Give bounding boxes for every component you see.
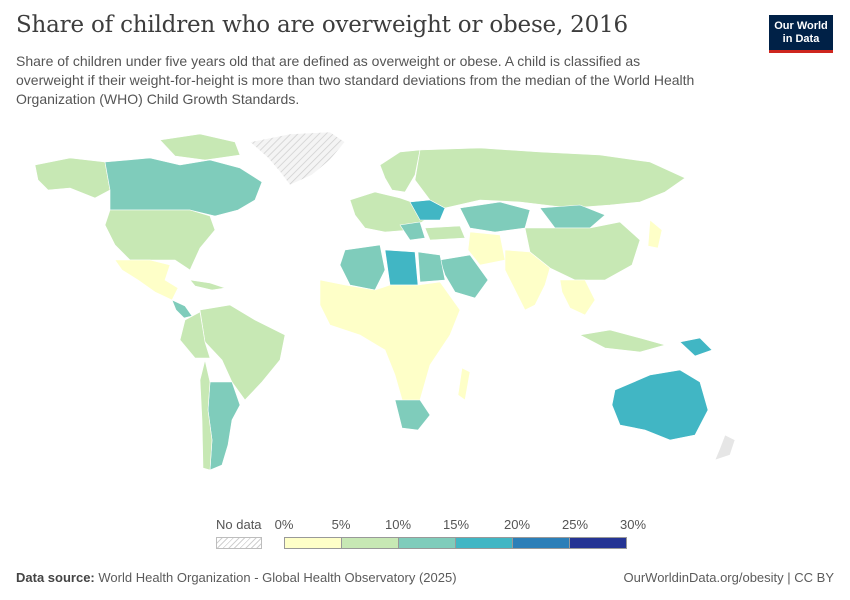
southern-africa-region[interactable] [394, 399, 431, 431]
new-zealand-region[interactable] [714, 434, 736, 461]
greenland-region[interactable] [249, 131, 346, 186]
owid-logo[interactable]: Our World in Data [769, 15, 833, 53]
logo-line-1: Our World [774, 20, 828, 32]
india-region[interactable] [504, 249, 551, 311]
brazil-region[interactable] [199, 304, 286, 401]
legend-tick-0: 0% [274, 517, 294, 532]
argentina-region[interactable] [207, 381, 241, 471]
madagascar-region[interactable] [457, 367, 471, 401]
legend-bin-20-25[interactable] [512, 537, 570, 549]
data-source-label: Data source: [16, 570, 95, 585]
mexico-region[interactable] [114, 259, 179, 301]
legend-bin-15-20[interactable] [455, 537, 513, 549]
legend-tick-5: 5% [331, 517, 351, 532]
legend-tick-20: 20% [503, 517, 531, 532]
balkans-region[interactable] [399, 221, 426, 241]
legend-tick-10: 10% [384, 517, 412, 532]
turkey-region[interactable] [424, 225, 466, 241]
data-source: Data source: World Health Organization -… [16, 570, 457, 585]
chile-region[interactable] [199, 359, 213, 471]
usa-region[interactable] [104, 209, 216, 271]
legend-no-data-label: No data [216, 517, 262, 532]
world-map [34, 131, 736, 471]
russia-region[interactable] [414, 147, 686, 209]
caribbean-region[interactable] [189, 279, 226, 291]
alaska-region[interactable] [34, 157, 111, 199]
libya-region[interactable] [384, 249, 419, 286]
data-source-text[interactable]: World Health Organization - Global Healt… [98, 570, 457, 585]
west-africa-region[interactable] [319, 279, 461, 411]
mongolia-region[interactable] [539, 204, 606, 229]
kazakhstan-region[interactable] [459, 201, 531, 233]
legend-tick-15: 15% [442, 517, 470, 532]
algeria-region[interactable] [339, 244, 386, 291]
papua-region[interactable] [679, 337, 713, 357]
canada-region[interactable] [104, 157, 263, 217]
saudi-region[interactable] [439, 254, 489, 299]
legend-bin-0-5[interactable] [284, 537, 342, 549]
scandinavia-region[interactable] [379, 149, 421, 193]
chart-title: Share of children who are overweight or … [16, 12, 628, 38]
legend-bin-10-15[interactable] [398, 537, 456, 549]
chart-subtitle: Share of children under five years old t… [16, 53, 695, 107]
egypt-region[interactable] [417, 251, 446, 283]
logo-line-2: in Data [782, 33, 820, 45]
peru-region[interactable] [179, 311, 211, 359]
ukraine-region[interactable] [409, 199, 446, 221]
legend-no-data-swatch [216, 537, 262, 549]
japan-region[interactable] [647, 219, 663, 249]
legend-color-bar [284, 537, 627, 549]
footer-link[interactable]: OurWorldinData.org/obesity | CC BY [623, 570, 835, 585]
legend-bin-25-30[interactable] [569, 537, 627, 549]
arctic-islands-region[interactable] [159, 133, 241, 161]
legend-tick-25: 25% [561, 517, 589, 532]
indonesia-region[interactable] [579, 329, 667, 353]
legend-bin-5-10[interactable] [341, 537, 399, 549]
central-america-region[interactable] [171, 299, 193, 319]
iran-region[interactable] [467, 231, 506, 266]
legend-tick-30: 30% [619, 517, 647, 532]
southeast-asia-region[interactable] [559, 279, 596, 316]
australia-region[interactable] [611, 369, 709, 441]
